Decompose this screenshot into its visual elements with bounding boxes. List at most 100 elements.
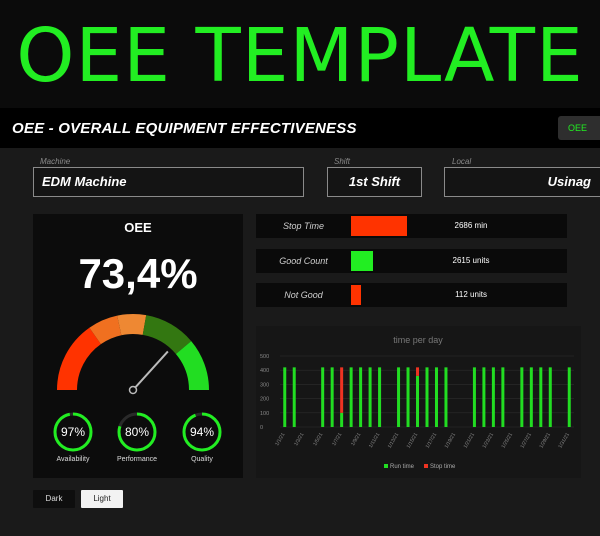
x-tick-label: 1/5/21 (312, 432, 324, 447)
legend-swatch (384, 464, 388, 468)
gauge-segment (89, 315, 122, 345)
run-time-bar (349, 367, 353, 427)
page-title: OEE - OVERALL EQUIPMENT EFFECTIVENESS (12, 119, 357, 137)
x-tick-label: 1/27/21 (520, 432, 534, 450)
quality-ring (182, 412, 222, 452)
run-time-bar (539, 367, 543, 427)
oee-gauge (57, 314, 209, 395)
availability-value: 97% (60, 425, 86, 439)
kpi-label: Good Count (279, 256, 328, 266)
run-time-bar (482, 367, 486, 427)
performance-value: 80% (124, 425, 150, 439)
run-time-bar (444, 367, 448, 427)
run-time-bar (292, 367, 296, 427)
y-tick-label: 400 (260, 368, 269, 374)
run-time-bar (520, 367, 524, 427)
run-time-bar (529, 367, 533, 427)
kpi-bar (351, 251, 373, 271)
run-time-bar (330, 367, 334, 427)
gauge-needle (132, 350, 169, 391)
ring-progress (117, 412, 157, 452)
quality-metric: 94% Quality (175, 410, 229, 463)
shift-label: Shift (334, 157, 351, 166)
availability-label: Availability (56, 456, 90, 463)
run-time-bar (416, 375, 420, 427)
x-tick-label: 1/9/21 (350, 432, 362, 447)
kpi-not-good: Not Good 112 units (256, 283, 567, 307)
y-tick-label: 500 (260, 354, 269, 360)
x-tick-label: 1/13/21 (387, 432, 401, 450)
banner-title: OEE TEMPLATE (16, 13, 584, 99)
x-tick-label: 1/31/21 (557, 432, 571, 450)
x-tick-label: 1/11/21 (368, 432, 381, 449)
run-time-bar (359, 367, 363, 427)
run-time-bar (491, 367, 495, 427)
availability-ring (53, 412, 93, 452)
quality-value: 94% (189, 425, 215, 439)
x-tick-label: 1/3/21 (293, 432, 305, 447)
x-tick-label: 1/1/21 (274, 432, 286, 447)
kpi-value: 112 units (455, 290, 487, 299)
run-time-bar (472, 367, 476, 427)
ring-progress (182, 412, 222, 452)
gauge-segment (175, 341, 209, 391)
run-time-bar (425, 367, 429, 427)
kpi-bar (351, 216, 407, 236)
performance-label: Performance (116, 456, 158, 463)
legend-label: Stop time (430, 464, 456, 470)
performance-ring (117, 412, 157, 452)
x-tick-label: 1/19/21 (444, 432, 458, 450)
template-banner: OEE TEMPLATE (0, 0, 600, 108)
run-time-bar (548, 367, 552, 427)
dark-theme-button[interactable]: Dark (33, 490, 75, 508)
x-tick-label: 1/21/21 (463, 432, 477, 450)
run-time-bar (434, 367, 438, 427)
shift-field[interactable]: 1st Shift (327, 167, 422, 197)
run-time-bar (378, 367, 382, 427)
run-time-bar (406, 367, 410, 427)
kpi-value: 2686 min (454, 221, 488, 230)
kpi-bar (351, 285, 361, 305)
kpi-label: Stop Time (283, 221, 324, 231)
y-tick-label: 300 (260, 382, 269, 388)
y-tick-label: 100 (260, 411, 269, 417)
oee-value: 73,4% (78, 250, 198, 297)
kpi-label: Not Good (284, 290, 323, 300)
oee-panel: OEE 73,4% 97% Availability 80% Performan… (33, 214, 243, 478)
stop-time-bar (340, 367, 344, 413)
oee-tab-button[interactable]: OEE (558, 116, 600, 140)
legend-label: Run time (390, 464, 415, 470)
ring-progress (53, 412, 93, 452)
oee-title: OEE (124, 220, 152, 235)
gauge-segment (117, 314, 147, 336)
machine-label: Machine (40, 157, 71, 166)
light-theme-button[interactable]: Light (81, 490, 123, 508)
chart-svg: time per day 0 100 200 300 400 500 1/1/21 1/3/21… (260, 335, 574, 470)
y-tick-label: 0 (260, 425, 263, 431)
chart-title: time per day (393, 335, 443, 345)
gauge-segment (142, 315, 192, 355)
run-time-bar (368, 367, 372, 427)
gauge-hub (128, 385, 138, 395)
x-tick-label: 1/17/21 (425, 432, 439, 450)
x-tick-label: 1/15/21 (406, 432, 420, 450)
y-tick-label: 200 (260, 397, 269, 403)
legend-swatch (424, 464, 428, 468)
kpi-value: 2615 units (452, 256, 490, 265)
time-per-day-chart: time per day 0 100 200 300 400 500 1/1/21 1/3/21… (256, 326, 581, 478)
run-time-bar (340, 412, 344, 427)
run-time-bar (321, 367, 325, 427)
x-tick-label: 1/23/21 (482, 432, 496, 450)
run-time-bar (501, 367, 505, 427)
x-tick-label: 1/7/21 (331, 432, 343, 447)
performance-metric: 80% Performance (110, 410, 164, 463)
x-tick-label: 1/29/21 (538, 432, 552, 450)
local-label: Local (452, 157, 472, 166)
gauge-segment (57, 327, 102, 391)
header-bar: OEE - OVERALL EQUIPMENT EFFECTIVENESS OE… (0, 108, 600, 148)
stop-time-bar (416, 367, 420, 376)
kpi-stop-time: Stop Time 2686 min (256, 214, 567, 238)
machine-field[interactable]: EDM Machine (33, 167, 304, 197)
quality-label: Quality (191, 456, 213, 463)
local-field[interactable]: Usinag (444, 167, 600, 197)
